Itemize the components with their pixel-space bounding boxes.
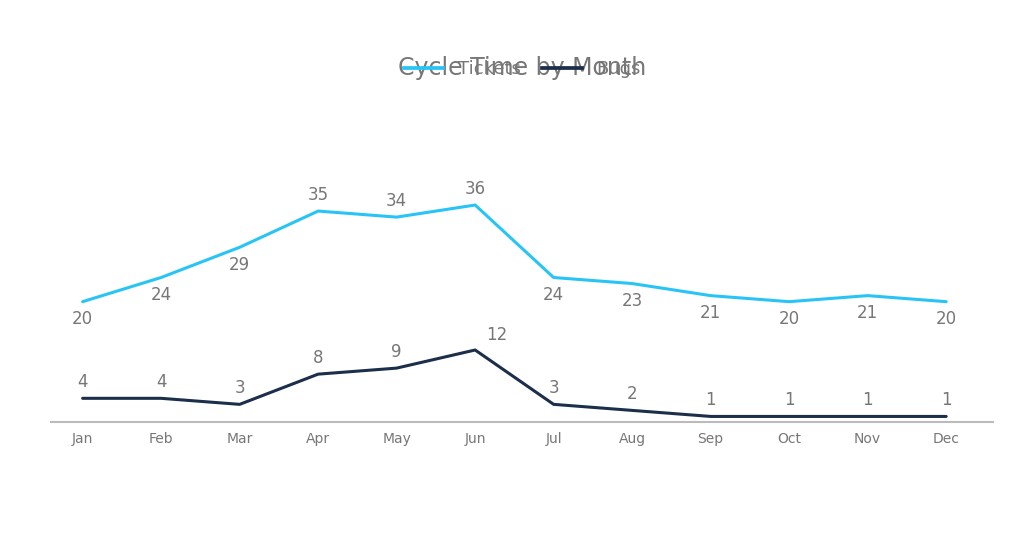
Text: 4: 4 [156, 373, 166, 392]
Tickets [548, 274, 560, 281]
Text: 1: 1 [941, 392, 951, 409]
Tickets [390, 214, 402, 220]
Title: Cycle Time by Month: Cycle Time by Month [398, 57, 646, 80]
Line: Bugs: Bugs [83, 350, 946, 416]
Text: 21: 21 [700, 304, 721, 322]
Text: 34: 34 [386, 192, 408, 210]
Text: 20: 20 [72, 310, 93, 328]
Bugs [390, 365, 402, 371]
Tickets [783, 299, 796, 305]
Bugs [155, 395, 167, 402]
Text: 12: 12 [486, 326, 508, 345]
Text: 8: 8 [313, 349, 324, 367]
Tickets [940, 299, 952, 305]
Bugs [940, 413, 952, 419]
Tickets [312, 208, 325, 215]
Bugs [469, 347, 481, 353]
Text: 3: 3 [234, 379, 245, 398]
Bugs [861, 413, 873, 419]
Text: 1: 1 [862, 392, 873, 409]
Tickets [469, 202, 481, 208]
Bugs [233, 401, 246, 408]
Bugs [626, 407, 638, 414]
Bugs [783, 413, 796, 419]
Text: 3: 3 [548, 379, 559, 398]
Tickets [233, 244, 246, 250]
Text: 23: 23 [622, 292, 643, 310]
Text: 1: 1 [783, 392, 795, 409]
Text: 20: 20 [778, 310, 800, 328]
Text: 21: 21 [857, 304, 879, 322]
Tickets [77, 299, 89, 305]
Text: 24: 24 [543, 286, 564, 304]
Text: 9: 9 [391, 343, 401, 361]
Bugs [548, 401, 560, 408]
Legend: Tickets, Bugs: Tickets, Bugs [403, 60, 641, 79]
Text: 1: 1 [706, 392, 716, 409]
Bugs [77, 395, 89, 402]
Tickets [705, 293, 717, 299]
Text: 24: 24 [151, 286, 172, 304]
Tickets [626, 280, 638, 287]
Tickets [155, 274, 167, 281]
Bugs [705, 413, 717, 419]
Text: 2: 2 [627, 385, 638, 403]
Tickets [861, 293, 873, 299]
Bugs [312, 371, 325, 377]
Line: Tickets: Tickets [83, 205, 946, 302]
Text: 29: 29 [229, 256, 250, 273]
Text: 4: 4 [78, 373, 88, 392]
Text: 20: 20 [936, 310, 956, 328]
Text: 35: 35 [307, 186, 329, 204]
Text: 36: 36 [465, 180, 485, 198]
